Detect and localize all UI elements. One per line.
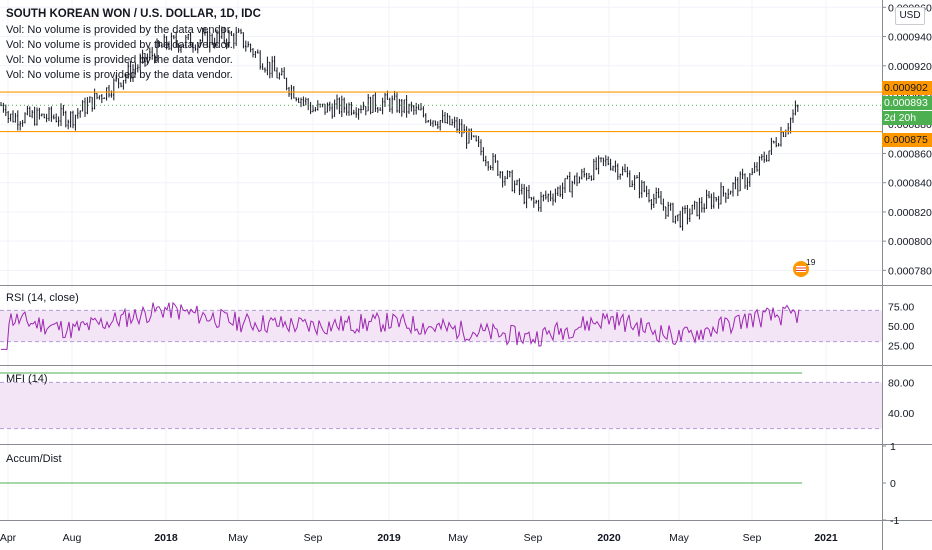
time-axis-label: 2018 bbox=[154, 532, 178, 544]
event-count-label: 19 bbox=[806, 257, 816, 267]
last-price-tag: 0.000893 bbox=[882, 96, 932, 110]
time-axis-label: May bbox=[448, 532, 469, 544]
time-axis-label: 2019 bbox=[377, 532, 401, 544]
price-tick-label: 0.000940 bbox=[888, 32, 932, 44]
symbol-title[interactable]: SOUTH KOREAN WON / U.S. DOLLAR, 1D, IDC bbox=[6, 8, 261, 20]
time-axis-label: Sep bbox=[524, 532, 543, 544]
price-tick-label: 0.000920 bbox=[888, 61, 932, 73]
time-axis-label: Sep bbox=[304, 532, 323, 544]
mfi-label[interactable]: MFI (14) bbox=[6, 373, 48, 385]
price-tick-label: 0.000780 bbox=[888, 265, 932, 277]
rsi-label[interactable]: RSI (14, close) bbox=[6, 292, 79, 304]
time-axis-label: Apr bbox=[0, 532, 17, 544]
time-axis-label: Aug bbox=[63, 532, 82, 544]
rsi-band bbox=[0, 310, 882, 342]
flag-stripe bbox=[796, 266, 806, 272]
rsi-pane[interactable] bbox=[0, 301, 882, 350]
level-tag-upper: 0.000902 bbox=[882, 81, 932, 95]
grid bbox=[0, 0, 882, 520]
time-axis-label: 2020 bbox=[597, 532, 621, 544]
mfi-pane[interactable] bbox=[0, 372, 882, 430]
accum-tick-label: -1 bbox=[890, 515, 899, 527]
rsi-tick-label: 25.00 bbox=[888, 341, 914, 353]
volume-note: Vol: No volume is provided by the data v… bbox=[6, 39, 233, 51]
mfi-band bbox=[0, 382, 882, 429]
accum-tick-label: 1 bbox=[890, 441, 896, 453]
time-axis-label: May bbox=[669, 532, 690, 544]
currency-button[interactable]: USD bbox=[895, 7, 925, 25]
time-axis-label: 2021 bbox=[814, 532, 838, 544]
mfi-tick-label: 80.00 bbox=[888, 377, 914, 389]
level-tag-lower: 0.000875 bbox=[882, 133, 932, 147]
price-pane[interactable]: 19 bbox=[0, 26, 882, 277]
time-axis-label: Sep bbox=[743, 532, 762, 544]
price-tick-label: 0.000800 bbox=[888, 236, 932, 248]
mfi-tick-label: 40.00 bbox=[888, 408, 914, 420]
volume-note: Vol: No volume is provided by the data v… bbox=[6, 24, 233, 36]
price-tick-label: 0.000840 bbox=[888, 178, 932, 190]
time-axis-label: May bbox=[228, 532, 249, 544]
accum-dist-label[interactable]: Accum/Dist bbox=[6, 453, 62, 465]
rsi-tick-label: 75.00 bbox=[888, 302, 914, 314]
rsi-tick-label: 50.00 bbox=[888, 321, 914, 333]
price-tick-label: 0.000820 bbox=[888, 207, 932, 219]
volume-note: Vol: No volume is provided by the data v… bbox=[6, 69, 233, 81]
rsi-line[interactable] bbox=[1, 301, 800, 350]
countdown-tag: 2d 20h bbox=[882, 111, 932, 125]
price-tick-label: 0.000860 bbox=[888, 148, 932, 160]
accum-tick-label: 0 bbox=[890, 478, 896, 490]
volume-note: Vol: No volume is provided by the data v… bbox=[6, 54, 233, 66]
